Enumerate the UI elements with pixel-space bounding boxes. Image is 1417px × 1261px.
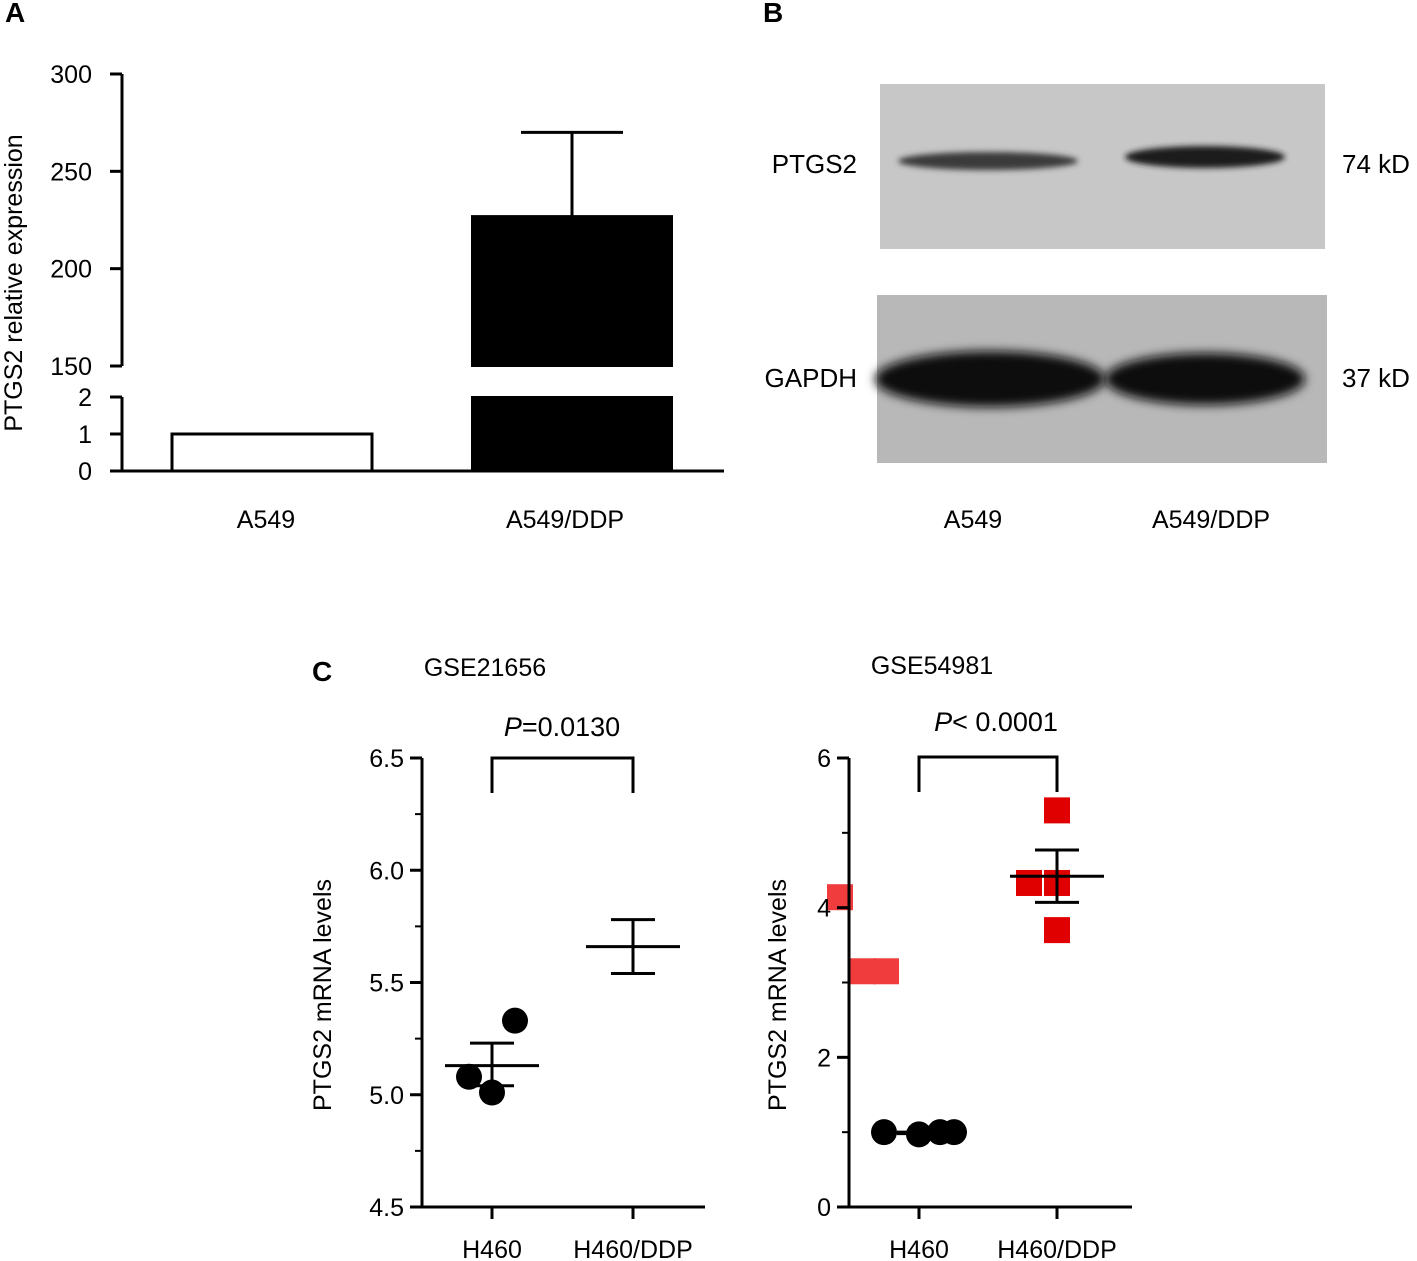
c1-p-suffix: =0.0130 (522, 712, 620, 742)
a-y-tick-label: 300 (50, 61, 92, 89)
a-category-labels: A549 A549/DDP (237, 506, 624, 534)
a-y-tick-label: 150 (50, 353, 92, 381)
a-category-label: A549/DDP (506, 506, 624, 534)
blot-ptgs2: PTGS2 74 kD (772, 84, 1410, 249)
c2-marks: 0 2 4 6 H460 H460/DDP (817, 745, 1132, 1261)
band-gapdh-a549-ddp (1105, 353, 1305, 405)
c1-draw-y-tick-label: 4.5 (369, 1194, 404, 1222)
c1-y-axis-label: PTGS2 mRNA levels (309, 879, 337, 1111)
band-ptgs2-a549-ddp (1125, 146, 1285, 168)
c2-title: GSE54981 (871, 652, 993, 680)
c1-draw-category-label: H460 (462, 1236, 522, 1261)
panel-letter-b: B (763, 0, 783, 28)
blot-gapdh: GAPDH 37 kD (765, 295, 1410, 463)
c2-p-prefix: P (934, 707, 952, 737)
a-bar (170, 432, 374, 473)
c2-draw-y-tick-label: 6 (817, 745, 831, 773)
c2-p-suffix: < 0.0001 (952, 707, 1058, 737)
c2-draw-data-point (1044, 917, 1070, 944)
c2-draw-significance-bracket (917, 755, 1059, 792)
c1-p-value: P=0.0130 (504, 712, 620, 742)
c1-draw-y-tick-label: 6.5 (369, 745, 404, 773)
c2-p-value: P< 0.0001 (934, 707, 1058, 737)
blot-lane-label-a549-ddp: A549/DDP (1152, 506, 1270, 534)
blot-size-label-gapdh: 37 kD (1342, 363, 1410, 393)
c2-draw-y-tick-label: 2 (817, 1044, 831, 1072)
a-y-tick-label: 250 (50, 158, 92, 186)
blot-lane-label-a549: A549 (944, 506, 1002, 534)
panel-b: B PTGS2 74 kD GAPDH 37 kD A549 A549/DDP (763, 0, 1410, 534)
c2-y-axis-label: PTGS2 mRNA levels (764, 879, 792, 1111)
c-plot-gse54981: GSE54981 PTGS2 mRNA levels P< 0.0001 0 2 4… (764, 652, 1132, 1261)
a-y-tick-label: 0 (78, 458, 92, 486)
c1-draw-data-point (502, 1007, 528, 1034)
c1-marks: 4.5 5.0 5.5 6.0 6.5 H460 H460/DDP (369, 745, 899, 1261)
a-category-label: A549 (237, 506, 295, 534)
c1-draw-y-tick-label: 6.0 (369, 857, 404, 885)
c-plot-gse21656: GSE21656 PTGS2 mRNA levels P=0.0130 4.5 5… (309, 654, 899, 1261)
panel-letter-a: A (5, 0, 25, 28)
c2-draw-category-label: H460/DDP (997, 1236, 1117, 1261)
c1-draw-data-point (873, 958, 899, 985)
c1-draw-category-label: H460/DDP (573, 1236, 693, 1261)
a-bar-upper-segment (471, 215, 673, 367)
c1-draw-y-tick-label: 5.5 (369, 970, 404, 998)
a-y-tick-label: 1 (78, 421, 92, 449)
a-y-tick-label: 200 (50, 256, 92, 284)
c1-title: GSE21656 (424, 654, 546, 682)
a-tick-labels: 0 1 2 150 200 250 300 (50, 61, 92, 486)
a-bar-lower-segment (471, 396, 673, 472)
a-y-axis-label: PTGS2 relative expression (0, 134, 28, 431)
c1-draw-significance-bracket (490, 756, 635, 793)
c2-draw-category-label: H460 (889, 1236, 949, 1261)
blot-protein-label-gapdh: GAPDH (765, 363, 857, 393)
band-gapdh-a549 (875, 351, 1105, 407)
panel-a: A PTGS2 relative expression 0 1 2 150 200 250… (0, 0, 724, 534)
panel-c: C GSE21656 PTGS2 mRNA levels P=0.0130 4.… (309, 652, 1132, 1261)
a-bars (170, 130, 673, 473)
c1-draw-data-point (850, 958, 876, 985)
blot-protein-label-ptgs2: PTGS2 (772, 149, 857, 179)
c1-p-prefix: P (504, 712, 522, 742)
c1-draw-data-point (456, 1063, 482, 1090)
c2-draw-y-tick-label: 0 (817, 1194, 831, 1222)
band-ptgs2-a549 (898, 152, 1078, 170)
c2-draw-data-point (1016, 869, 1042, 896)
blot-size-label-ptgs2: 74 kD (1342, 149, 1410, 179)
panel-letter-c: C (312, 656, 332, 687)
c2-draw-data-point (1044, 797, 1070, 824)
c2-draw-y-tick-label: 4 (817, 895, 831, 923)
c1-draw-y-tick-label: 5.0 (369, 1082, 404, 1110)
a-y-tick-label: 2 (78, 384, 92, 412)
